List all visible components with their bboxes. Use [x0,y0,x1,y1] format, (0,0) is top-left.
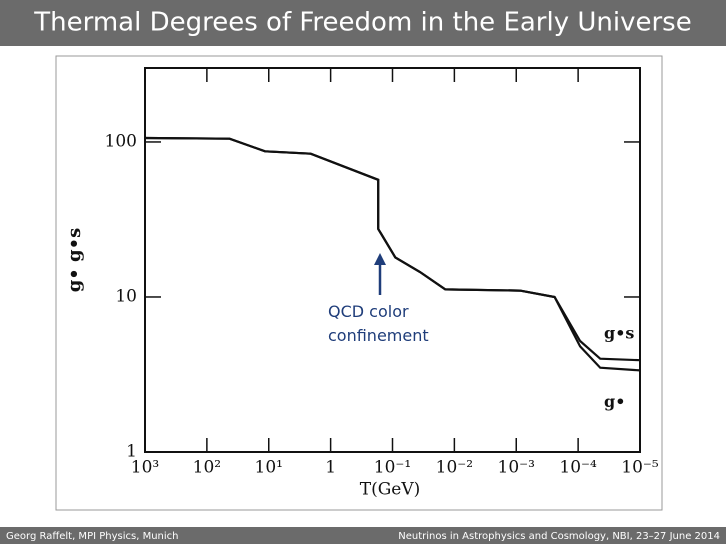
footer-left: Georg Raffelt, MPI Physics, Munich [6,531,178,542]
y-tick-label: 100 [105,131,137,151]
x-tick-label: 10¹ [255,458,283,478]
x-tick-label: 10⁻² [436,458,473,478]
x-tick-label: 10⁻³ [498,458,535,478]
series-label: g• [604,392,625,411]
x-tick-label: 1 [325,458,336,478]
annotation-arrowhead [374,253,386,265]
annotation: QCD color confinement [328,302,429,345]
y-axis-label: g• g•s [64,228,85,293]
y-tick-label: 10 [115,286,137,306]
x-tick-label: 10³ [131,458,159,478]
slide-title: Thermal Degrees of Freedom in the Early … [33,8,691,38]
x-tick-label: 10² [193,458,221,478]
data-line [144,136,641,372]
footer-right: Neutrinos in Astrophysics and Cosmology,… [398,531,720,542]
x-tick-label: 10⁻¹ [374,458,411,478]
y-tick-label: 1 [126,442,137,462]
x-axis-label: T(GeV) [360,480,421,500]
footer-bar [0,527,726,544]
series-label: g•s [604,324,634,343]
chart-frame [55,55,663,511]
x-tick-label: 10⁻⁵ [621,458,659,478]
title-bar [0,0,726,46]
x-tick-label: 10⁻⁴ [559,458,597,478]
